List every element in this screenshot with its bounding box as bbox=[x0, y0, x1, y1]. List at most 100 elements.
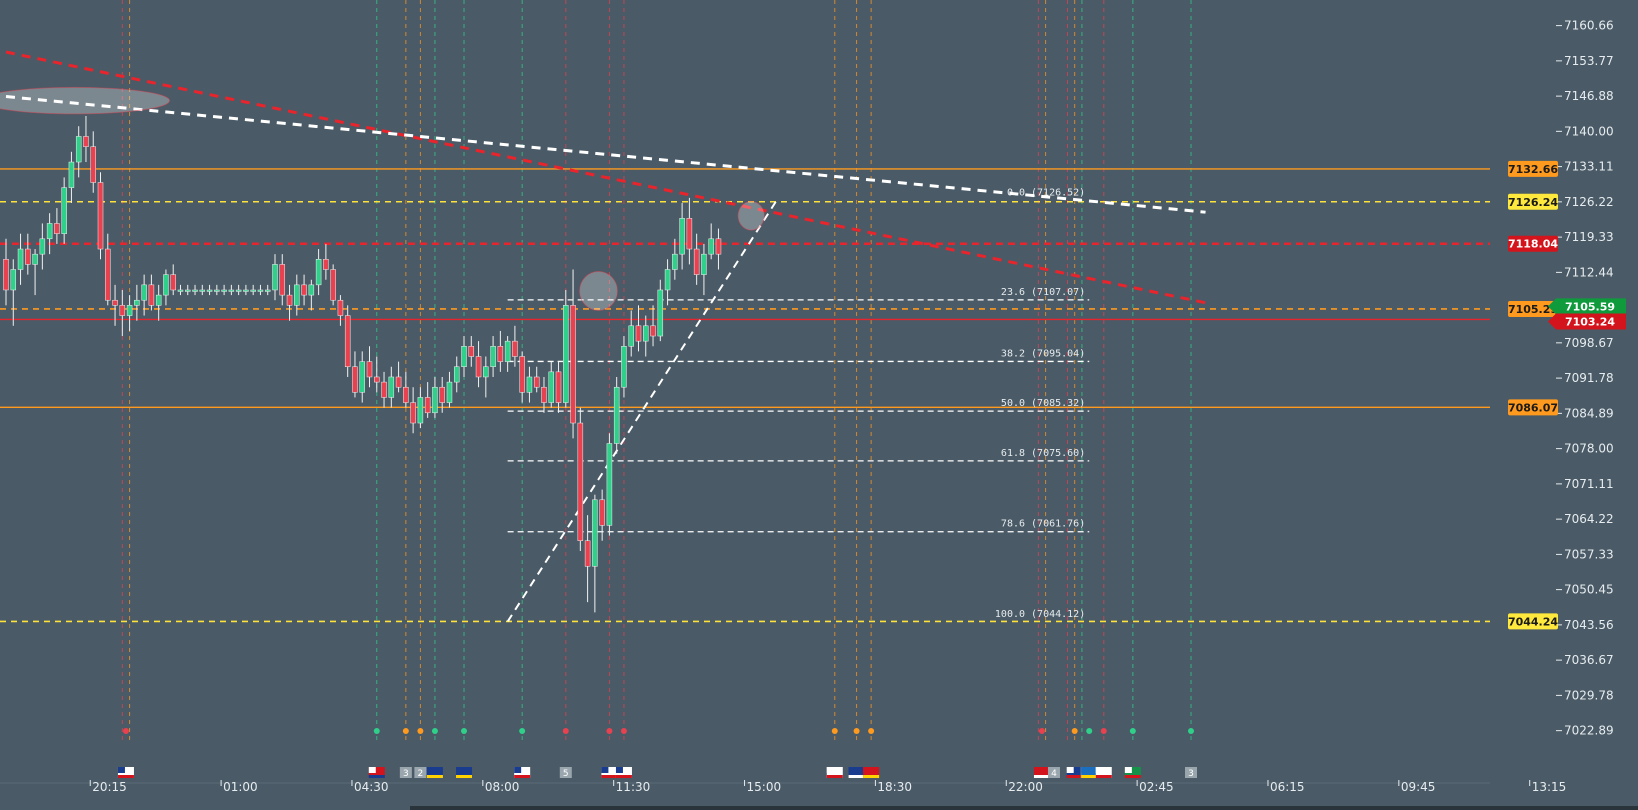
candle-32 bbox=[235, 284, 242, 296]
candle-26 bbox=[192, 284, 198, 296]
flag-c-13 bbox=[1033, 775, 1050, 778]
top-left-ellipse bbox=[0, 86, 171, 115]
candle-67 bbox=[490, 336, 496, 377]
candle-body-5 bbox=[39, 238, 46, 255]
fib-label-23.6: 23.6 (7107.07) bbox=[1001, 287, 1085, 298]
candle-20 bbox=[148, 274, 155, 311]
candle-44 bbox=[323, 243, 329, 280]
candle-body-2 bbox=[17, 248, 24, 270]
candle-body-87 bbox=[635, 325, 642, 342]
candle-body-57 bbox=[417, 397, 424, 424]
candle-body-44 bbox=[323, 259, 329, 270]
candle-21 bbox=[155, 284, 162, 321]
y-tick-label-9: 7098.67 bbox=[1564, 336, 1614, 350]
bottom-scrollbar bbox=[410, 806, 1638, 810]
y-tick-label-4: 7133.11 bbox=[1564, 160, 1614, 174]
y-tick-label-19: 7029.78 bbox=[1564, 688, 1614, 702]
candle-9 bbox=[68, 151, 75, 203]
candle-74 bbox=[541, 376, 547, 413]
candle-66 bbox=[483, 356, 489, 398]
candle-body-11 bbox=[83, 136, 89, 147]
event-dot-11 bbox=[853, 728, 860, 734]
count-badge-icon: 2 bbox=[414, 728, 427, 779]
candle-65 bbox=[475, 341, 482, 388]
y-tick-label-5: 7126.22 bbox=[1564, 195, 1614, 209]
candle-body-92 bbox=[672, 253, 678, 270]
current-price-tag-bg-0 bbox=[1548, 298, 1626, 315]
flag-c-11 bbox=[848, 775, 865, 778]
event-count-3: 2 bbox=[418, 769, 424, 779]
x-tick-label-2: 04:30 bbox=[354, 780, 389, 794]
candle-95 bbox=[693, 233, 700, 285]
candle-body-90 bbox=[657, 289, 664, 337]
candle-5 bbox=[39, 223, 46, 270]
flag-a-8 bbox=[601, 767, 618, 778]
annotation-ellipses bbox=[0, 86, 765, 311]
price-tag-text-yellow-upper: 7126.24 bbox=[1508, 196, 1558, 209]
candle-body-73 bbox=[533, 376, 540, 388]
flag-ch-icon: 4 bbox=[1033, 728, 1060, 779]
event-dot-4 bbox=[431, 728, 438, 734]
candle-body-22 bbox=[163, 274, 169, 296]
flag-c-16 bbox=[1095, 775, 1112, 778]
candle-body-51 bbox=[374, 376, 380, 383]
price-tag-support-orange: 7086.07 bbox=[1508, 399, 1558, 416]
candle-body-91 bbox=[664, 269, 671, 291]
candle-body-88 bbox=[643, 325, 649, 342]
badge-bg-3 bbox=[414, 767, 427, 778]
badge-bg-18 bbox=[1185, 767, 1198, 778]
candle-body-54 bbox=[395, 376, 402, 388]
candle-86 bbox=[628, 310, 634, 357]
candle-body-9 bbox=[68, 161, 75, 188]
candle-11 bbox=[83, 115, 89, 163]
candle-13 bbox=[97, 172, 104, 260]
y-tick-label-13: 7071.11 bbox=[1564, 477, 1614, 491]
candle-body-69 bbox=[504, 340, 511, 362]
flag-pl-icon bbox=[1095, 728, 1112, 778]
candle-body-86 bbox=[628, 325, 634, 347]
candle-68 bbox=[497, 330, 504, 372]
candle-body-14 bbox=[105, 248, 111, 301]
fib-label-100.0: 100.0 (7044.12) bbox=[995, 609, 1085, 620]
flag-c-8 bbox=[601, 775, 618, 778]
candle-0 bbox=[3, 238, 9, 306]
badge-bg2-13 bbox=[1047, 767, 1060, 778]
candle-38 bbox=[279, 254, 286, 306]
flag-a-1 bbox=[368, 767, 385, 778]
candle-body-21 bbox=[155, 294, 162, 306]
candle-body-89 bbox=[650, 325, 656, 337]
candle-body-15 bbox=[112, 299, 118, 306]
candle-body-47 bbox=[344, 315, 351, 367]
candle-10 bbox=[75, 126, 82, 178]
flag-a-0 bbox=[117, 767, 134, 778]
y-tick-label-0: 7160.66 bbox=[1564, 19, 1614, 33]
fib-label-38.2: 38.2 (7095.04) bbox=[1001, 348, 1085, 359]
flag-a-14 bbox=[1066, 767, 1083, 778]
y-tick-label-1: 7153.77 bbox=[1564, 54, 1614, 68]
candle-87 bbox=[635, 305, 642, 352]
flag-us-au-icon bbox=[117, 728, 134, 778]
candle-16 bbox=[119, 289, 126, 337]
candle-46 bbox=[337, 295, 344, 326]
x-tick-label-11: 13:15 bbox=[1532, 780, 1567, 794]
candle-89 bbox=[650, 305, 656, 347]
event-vertical-lines bbox=[121, 0, 1192, 740]
candle-82 bbox=[599, 489, 605, 541]
candle-79 bbox=[577, 407, 584, 551]
candle-48 bbox=[352, 351, 358, 398]
flag-b-11 bbox=[848, 767, 856, 773]
candle-50 bbox=[366, 346, 373, 388]
event-dot-16 bbox=[1100, 728, 1107, 734]
candle-body-20 bbox=[148, 284, 155, 306]
candle-body-70 bbox=[512, 340, 518, 357]
flag-a-13 bbox=[1033, 767, 1050, 778]
candle-49 bbox=[359, 351, 365, 403]
candle-body-35 bbox=[257, 289, 264, 292]
candle-35 bbox=[257, 284, 264, 296]
candle-71 bbox=[519, 351, 525, 403]
event-dot-7 bbox=[562, 728, 569, 734]
flag-se-icon bbox=[1081, 728, 1098, 778]
price-tag-text-orange-dashed-mid: 7105.29 bbox=[1508, 303, 1558, 316]
candle-39 bbox=[286, 284, 293, 321]
